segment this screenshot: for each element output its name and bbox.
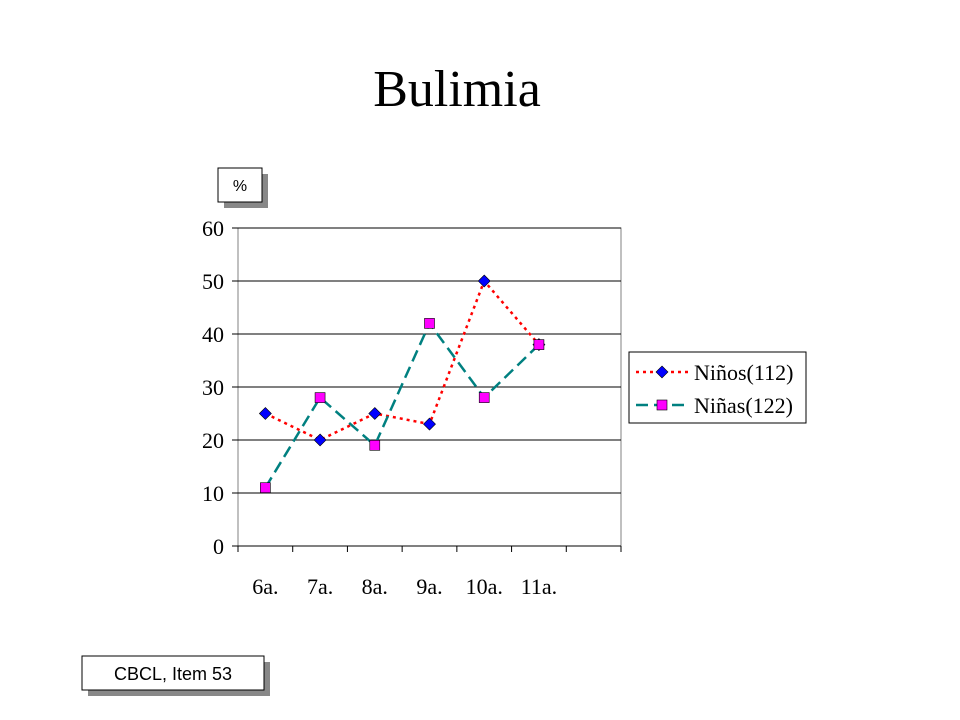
data-point bbox=[533, 339, 545, 350]
legend-label: Niños(112) bbox=[694, 360, 793, 385]
x-tick-label: 11a. bbox=[521, 574, 557, 599]
y-tick-label: 30 bbox=[202, 375, 224, 400]
y-tick-label: 50 bbox=[202, 269, 224, 294]
data-point bbox=[423, 417, 436, 431]
chart-title: Bulimia bbox=[373, 61, 541, 118]
series-line bbox=[264, 278, 540, 442]
data-point bbox=[314, 392, 326, 403]
x-tick-label: 6a. bbox=[252, 574, 278, 599]
y-tick-label: 10 bbox=[202, 481, 224, 506]
y-tick-label: 60 bbox=[202, 216, 224, 241]
x-tick-label: 8a. bbox=[362, 574, 388, 599]
x-tick-label: 9a. bbox=[416, 574, 442, 599]
y-tick-label: 40 bbox=[202, 322, 224, 347]
x-tick-label: 7a. bbox=[307, 574, 333, 599]
x-tick-label: 10a. bbox=[466, 574, 503, 599]
data-point bbox=[478, 392, 490, 403]
data-point bbox=[368, 407, 382, 420]
note: CBCL, Item 53 bbox=[114, 664, 232, 684]
data-point bbox=[313, 433, 327, 447]
y-axis-label: % bbox=[233, 178, 247, 195]
note-box bbox=[81, 655, 265, 691]
data-point bbox=[260, 482, 271, 494]
series-line bbox=[264, 320, 540, 489]
legend-label: Niñas(122) bbox=[694, 393, 793, 418]
y-label-box bbox=[217, 167, 263, 203]
legend bbox=[628, 351, 807, 424]
data-point bbox=[258, 407, 272, 420]
y-tick-label: 20 bbox=[202, 428, 224, 453]
data-point bbox=[424, 318, 435, 329]
data-point bbox=[477, 274, 491, 288]
legend-marker bbox=[655, 365, 669, 379]
data-point bbox=[369, 439, 381, 451]
y-tick-label: 0 bbox=[213, 534, 224, 559]
legend-marker bbox=[656, 399, 668, 411]
